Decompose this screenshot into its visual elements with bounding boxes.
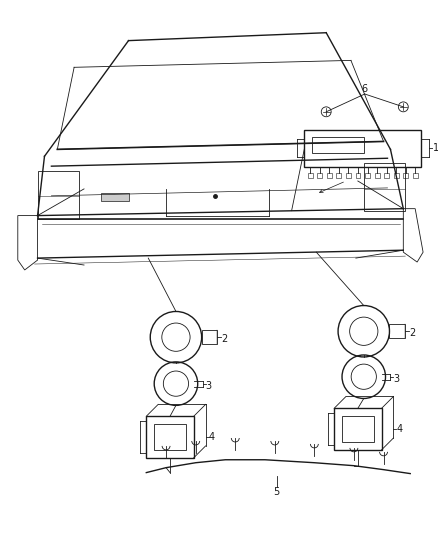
Bar: [318, 173, 322, 178]
Text: 3: 3: [393, 374, 399, 384]
Bar: [201, 330, 218, 344]
Bar: [364, 163, 405, 211]
Bar: [346, 173, 351, 178]
Bar: [413, 173, 418, 178]
Bar: [342, 416, 374, 442]
Bar: [312, 138, 364, 154]
Bar: [304, 130, 421, 167]
Bar: [394, 173, 399, 178]
Text: 4: 4: [396, 424, 403, 434]
Bar: [308, 173, 313, 178]
Bar: [336, 173, 342, 178]
Text: 4: 4: [208, 432, 215, 442]
Bar: [38, 171, 79, 219]
Text: 6: 6: [362, 84, 368, 94]
Text: 5: 5: [274, 488, 280, 497]
Bar: [146, 416, 194, 458]
Bar: [327, 173, 332, 178]
Bar: [154, 424, 186, 450]
Bar: [334, 408, 381, 450]
Bar: [403, 173, 408, 178]
Bar: [101, 193, 128, 201]
Bar: [384, 173, 389, 178]
Bar: [374, 173, 380, 178]
Bar: [365, 173, 370, 178]
Text: 3: 3: [205, 381, 212, 391]
Text: 1: 1: [433, 143, 438, 154]
Text: 2: 2: [409, 328, 416, 338]
Text: 2: 2: [222, 334, 228, 344]
Bar: [356, 173, 360, 178]
Bar: [389, 324, 405, 338]
